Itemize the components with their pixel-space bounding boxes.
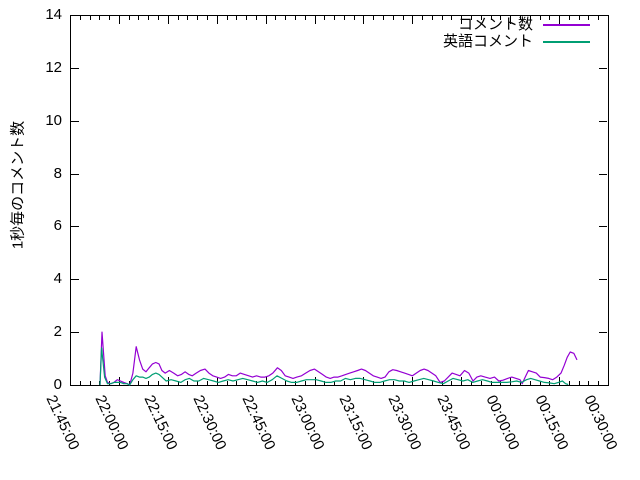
legend-line-sample-comments	[543, 24, 590, 26]
legend: コメント数 英語コメント	[443, 17, 590, 50]
legend-item-english-comments: 英語コメント	[443, 34, 590, 50]
legend-label-english-comments: 英語コメント	[442, 33, 533, 50]
y-tick-label: 2	[53, 323, 62, 341]
y-tick-label: 6	[53, 217, 62, 235]
y-tick-label: 4	[53, 270, 62, 288]
y-tick-label: 10	[45, 111, 62, 129]
legend-line-sample-english-comments	[543, 41, 590, 43]
y-tick-label: 8	[53, 164, 62, 182]
legend-item-comments: コメント数	[443, 17, 590, 33]
y-tick-label: 0	[53, 376, 62, 393]
plot-border	[70, 15, 609, 386]
legend-label-comments: コメント数	[457, 16, 533, 33]
y-tick-label: 12	[45, 58, 62, 76]
y-tick-label: 14	[45, 6, 62, 23]
series-line-1	[99, 347, 569, 386]
series-line-0	[99, 331, 578, 386]
y-axis-title: 1秒毎のコメント数	[9, 120, 27, 250]
